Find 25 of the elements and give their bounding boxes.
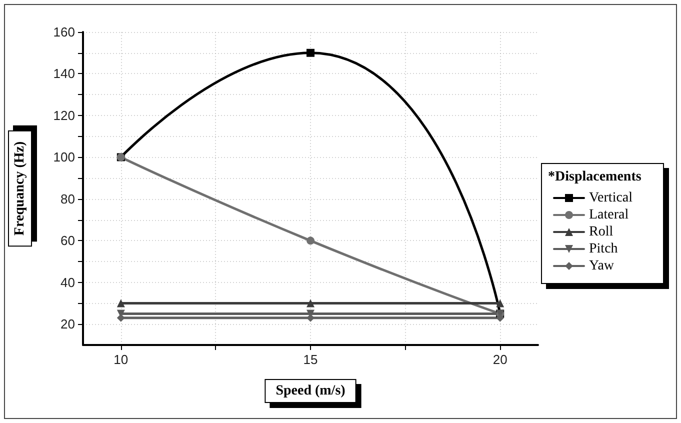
x-tick-label: 10	[114, 352, 128, 367]
y-tick-label: 140	[53, 66, 75, 82]
y-tick-label: 100	[53, 150, 75, 165]
point	[116, 299, 125, 308]
x-axis-title: Speed (m/s)	[276, 384, 346, 398]
x-tick-label: 20	[492, 352, 508, 367]
legend-label: Vertical	[589, 190, 633, 206]
y-tick-label: 160	[53, 24, 75, 40]
y-tick-label: 40	[60, 274, 75, 290]
legend-label: Roll	[589, 224, 614, 240]
point	[306, 236, 314, 245]
point	[496, 299, 504, 308]
point	[306, 299, 314, 308]
legend-label: Pitch	[589, 242, 618, 256]
y-tick-label: 120	[53, 108, 75, 123]
y-tick-label: 80	[60, 191, 75, 206]
point	[496, 314, 504, 322]
legend-label: Yaw	[589, 258, 615, 274]
x-tick-label: 15	[303, 352, 318, 367]
legend-title: *Displacements	[548, 170, 642, 184]
legend-label: Lateral	[589, 208, 629, 222]
y-axis-title: Frequancy (Hz)	[12, 141, 28, 236]
y-tick-label: 60	[60, 233, 75, 248]
y-tick-label: 20	[60, 316, 75, 332]
point	[306, 48, 314, 57]
